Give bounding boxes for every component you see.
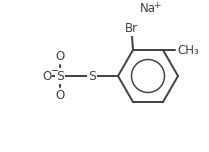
- Text: Na: Na: [140, 2, 156, 16]
- Text: O: O: [42, 69, 52, 83]
- Text: Br: Br: [124, 22, 138, 35]
- Text: S: S: [88, 69, 96, 83]
- Text: O: O: [55, 50, 65, 63]
- Text: −: −: [51, 66, 59, 76]
- Text: +: +: [153, 2, 161, 10]
- Text: CH₃: CH₃: [177, 43, 199, 57]
- Text: S: S: [56, 69, 64, 83]
- Text: O: O: [55, 89, 65, 102]
